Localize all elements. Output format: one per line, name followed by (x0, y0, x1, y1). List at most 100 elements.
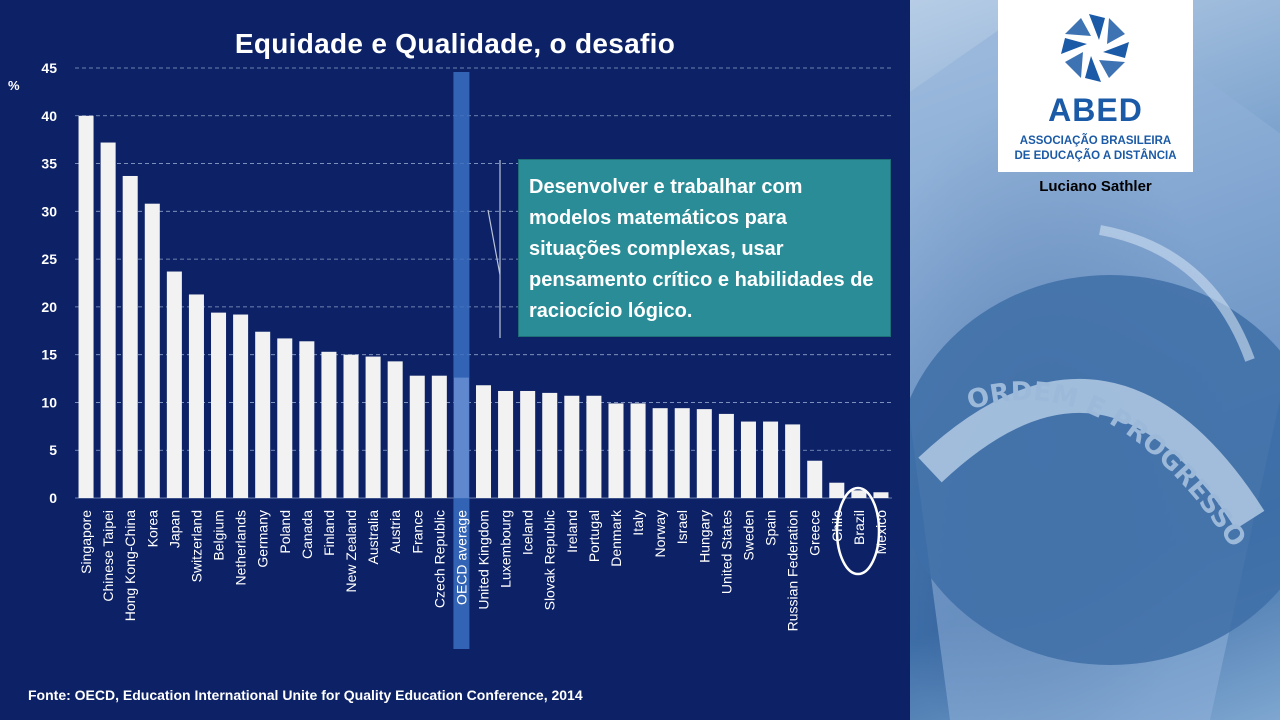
x-tick-label: United Kingdom (476, 510, 492, 610)
y-tick-label: 20 (41, 299, 57, 315)
bar-poland (277, 338, 293, 498)
bar-hong-kong-china (122, 175, 138, 498)
bar-singapore (78, 115, 94, 499)
bar-germany (255, 331, 271, 498)
y-tick-label: 30 (41, 203, 57, 219)
x-axis-labels: Singapore Chinese Taipei Hong Kong-China Ko… (78, 509, 889, 631)
x-tick-label: Korea (144, 510, 160, 548)
x-tick-label: Slovak Republic (542, 510, 558, 610)
x-tick-label: New Zealand (343, 510, 359, 593)
y-axis-unit: % (8, 78, 20, 93)
bar-norway (652, 408, 668, 498)
oecd-average-highlight-band (453, 72, 470, 649)
x-tick-label: Israel (674, 510, 690, 544)
bar-chinese-taipei (100, 142, 116, 499)
author-name: Luciano Sathler (1039, 178, 1152, 195)
x-tick-label: Canada (299, 510, 315, 559)
x-tick-label: Chinese Taipei (100, 510, 116, 602)
brazil-flag-photo: ORDEM E PROGRESSO (910, 0, 1280, 720)
bar-belgium (211, 312, 227, 498)
bar-portugal (586, 395, 602, 498)
x-tick-label: Switzerland (188, 510, 204, 582)
x-tick-label: Japan (166, 510, 182, 548)
x-tick-label: Ireland (564, 510, 580, 553)
x-tick-label: Iceland (520, 510, 536, 555)
y-tick-label: 15 (41, 347, 57, 363)
x-tick-label: Hungary (696, 510, 712, 563)
logo-subtitle-line2: DE EDUCAÇÃO A DISTÂNCIA (1014, 150, 1177, 162)
x-tick-label: Finland (321, 510, 337, 556)
bar-united-states (718, 413, 734, 498)
x-tick-label: OECD average (453, 510, 469, 605)
bar-finland (321, 351, 337, 498)
bar-luxembourg (498, 390, 514, 498)
source-footnote: Fonte: OECD, Education International Uni… (28, 687, 583, 703)
x-tick-label: Norway (652, 510, 668, 557)
bar-switzerland (188, 294, 204, 498)
logo-subtitle: ASSOCIAÇÃO BRASILEIRA DE EDUCAÇÃO A DIST… (998, 134, 1193, 164)
x-tick-label: Spain (763, 510, 779, 546)
callout-bracket (487, 160, 501, 338)
y-tick-label: 25 (41, 251, 57, 267)
x-tick-label: France (409, 510, 425, 554)
x-tick-label: Hong Kong-China (122, 510, 138, 622)
bar-brazil (851, 490, 867, 498)
abed-logo: ABED ASSOCIAÇÃO BRASILEIRA DE EDUCAÇÃO A… (998, 0, 1193, 172)
x-tick-label: Singapore (78, 510, 94, 574)
bar-iceland (520, 390, 536, 498)
x-tick-label: Brazil (851, 510, 867, 545)
x-tick-label: Australia (365, 510, 381, 565)
y-tick-label: 0 (49, 490, 57, 506)
x-tick-label: United States (718, 510, 734, 594)
callout-box: Desenvolver e trabalhar com modelos mate… (518, 159, 891, 337)
bar-austria (387, 361, 403, 498)
x-tick-label: Sweden (740, 510, 756, 561)
chart-bars (78, 72, 889, 649)
x-tick-label: Italy (630, 510, 646, 536)
bar-spain (763, 421, 779, 498)
logo-wordmark: ABED (1048, 92, 1143, 128)
x-tick-label: Austria (387, 510, 403, 554)
bar-mexico (873, 492, 889, 498)
bar-hungary (696, 409, 712, 498)
x-tick-label: Czech Republic (431, 510, 447, 608)
x-tick-label: Mexico (873, 510, 889, 555)
bar-france (409, 375, 425, 498)
bar-netherlands (233, 314, 249, 498)
y-tick-label: 10 (41, 394, 57, 410)
bar-slovak-republic (542, 392, 558, 498)
bar-japan (166, 271, 182, 498)
x-tick-label: Greece (807, 510, 823, 556)
bar-israel (674, 408, 690, 498)
x-tick-label: Russian Federation (785, 510, 801, 631)
x-tick-label: Belgium (211, 510, 227, 561)
x-tick-label: Germany (255, 510, 271, 568)
x-tick-label: Portugal (586, 510, 602, 562)
bar-greece (807, 460, 823, 498)
abed-star-icon (1061, 14, 1129, 82)
x-tick-label: Netherlands (233, 510, 249, 586)
brazil-highlight-circle (835, 486, 881, 576)
bar-russian-federation (785, 424, 801, 498)
bar-chile (829, 482, 845, 498)
logo-subtitle-line1: ASSOCIAÇÃO BRASILEIRA (1019, 135, 1172, 147)
bar-sweden (740, 421, 756, 498)
bar-canada (299, 341, 315, 498)
bar-czech-republic (431, 375, 447, 498)
bar-italy (630, 403, 646, 498)
bar-denmark (608, 403, 624, 498)
x-tick-label: Poland (277, 510, 293, 554)
bar-united-kingdom (475, 385, 492, 498)
chart-title: Equidade e Qualidade, o desafio (234, 28, 676, 59)
bar-ireland (564, 395, 580, 498)
x-tick-label: Luxembourg (498, 510, 514, 588)
y-tick-label: 45 (41, 60, 57, 76)
bar-chart: 0 5 10 15 20 25 30 35 40 45 Singapore Chinese Taip… (41, 60, 892, 649)
y-tick-label: 35 (41, 156, 57, 172)
bar-australia (365, 356, 381, 498)
y-tick-label: 5 (49, 442, 57, 458)
bar-oecd-average (453, 377, 469, 498)
y-axis-ticks: 0 5 10 15 20 25 30 35 40 45 (41, 60, 57, 506)
bar-korea (144, 203, 160, 498)
